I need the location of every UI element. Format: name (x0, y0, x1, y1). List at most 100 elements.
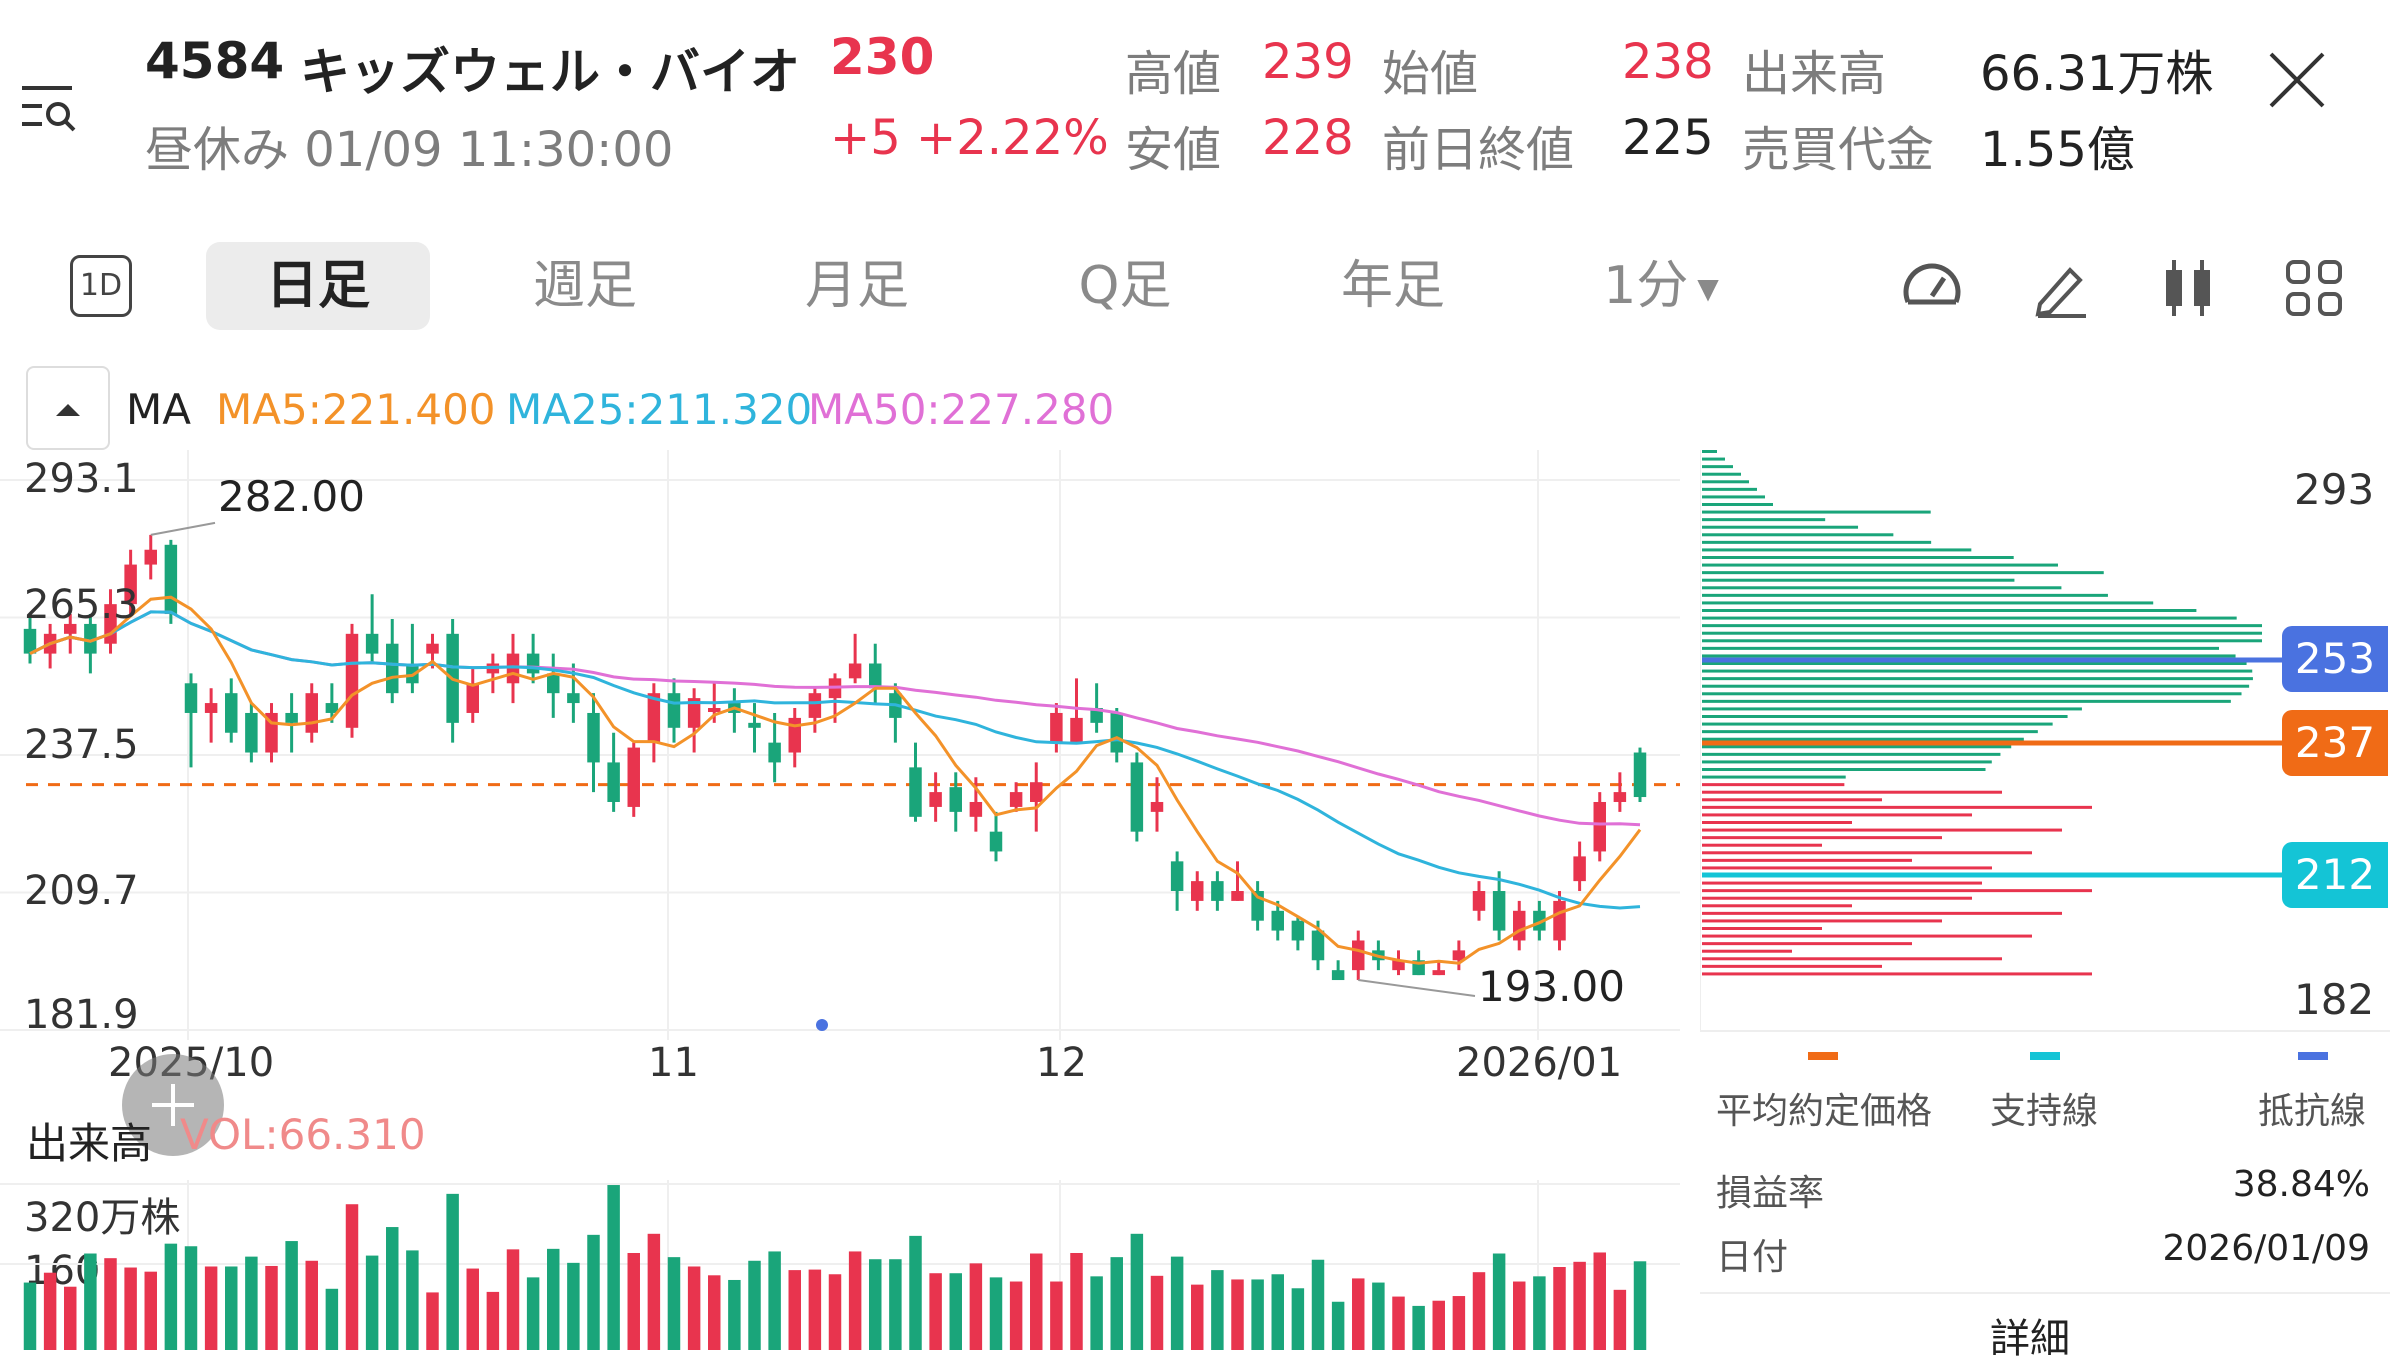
candle-body (426, 643, 439, 654)
profile-bar (1702, 760, 1992, 764)
volume-chart[interactable] (0, 1180, 1690, 1350)
profile-bar (1702, 563, 2058, 567)
volume-bar (84, 1253, 97, 1350)
candle-body (1150, 801, 1164, 812)
stat-value: 238 (1622, 34, 1714, 90)
collapse-toggle[interactable] (26, 366, 110, 450)
tab-daily[interactable]: 日足 (206, 242, 430, 330)
candle-body (607, 762, 620, 802)
candle-body (1291, 920, 1305, 941)
profile-bar (1702, 624, 2262, 628)
support-level-badge: 212 (2282, 842, 2388, 908)
profile-bar (1702, 699, 2231, 703)
profile-bar (1702, 654, 2236, 658)
volume-bar (285, 1241, 298, 1350)
volume-bar (406, 1250, 419, 1350)
price-chart[interactable] (0, 450, 1690, 1050)
volume-bar (526, 1277, 540, 1350)
profile-bar (1702, 495, 1765, 499)
volume-bar (1311, 1259, 1325, 1350)
menu-search-icon[interactable] (18, 80, 78, 140)
volume-bar (989, 1277, 1003, 1350)
volume-bar (969, 1263, 983, 1350)
volume-bar (184, 1246, 198, 1350)
gauge-icon[interactable] (1900, 256, 1964, 320)
date-label: 日付 (1716, 1237, 1789, 1278)
period-selector-1d[interactable]: 1D (70, 255, 132, 317)
candle-body (869, 663, 882, 689)
candle-body (1030, 782, 1043, 802)
volume-bar (949, 1273, 962, 1350)
event-marker (816, 1019, 828, 1031)
tab-monthly[interactable]: 月足 (804, 256, 909, 316)
stat-label: 前日終値 (1382, 122, 1575, 178)
stat-value: 225 (1622, 110, 1714, 166)
profile-bar (1702, 828, 2062, 832)
grid-icon[interactable] (2282, 256, 2346, 320)
resist-legend-swatch (2298, 1052, 2328, 1060)
y-tick: 209.7 (24, 868, 139, 914)
high-annotation: 282.00 (218, 472, 365, 521)
profile-bar (1702, 715, 2068, 718)
candle-body (1050, 712, 1063, 743)
candle-body (184, 683, 198, 713)
candle-body (647, 693, 661, 743)
stat-value: 1.55億 (1980, 122, 2135, 178)
tab-yearly[interactable]: 年足 (1340, 256, 1445, 316)
candle-body (204, 703, 218, 713)
candle-body (1009, 792, 1023, 807)
volume-bar (1613, 1289, 1627, 1350)
candle-body (1231, 891, 1244, 901)
volume-bar (1432, 1300, 1445, 1350)
volume-bar (687, 1266, 701, 1350)
candle-body (1090, 708, 1103, 723)
volume-bar (547, 1248, 560, 1350)
profile-bar (1702, 487, 1757, 491)
volume-bar (708, 1275, 721, 1350)
candle-body (1432, 970, 1445, 976)
ma-label: MA (126, 385, 191, 434)
volume-bar (1372, 1282, 1385, 1350)
avg-legend-label: 平均約定価格 (1716, 1091, 1933, 1132)
date-value: 2026/01/09 (2162, 1228, 2371, 1269)
profile-bar (1702, 639, 2262, 643)
candle-body (708, 708, 721, 713)
volume-value: VOL:66.310 (180, 1110, 426, 1159)
candle-icon[interactable] (2156, 256, 2220, 320)
volume-bar (1090, 1276, 1103, 1350)
candle-body (345, 633, 359, 728)
candle-body (164, 544, 178, 615)
close-icon[interactable] (2265, 48, 2329, 112)
profile-bar (1702, 783, 1845, 787)
detail-button[interactable]: 詳細 (1990, 1316, 2070, 1362)
volume-bar (889, 1259, 902, 1350)
pen-icon[interactable] (2030, 256, 2094, 320)
candle-body (1452, 950, 1466, 961)
volume-bar (365, 1255, 379, 1350)
profile-bar (1702, 805, 2092, 809)
candle-body (969, 801, 983, 817)
profile-bar (1702, 646, 2219, 650)
profile-bar (1702, 578, 2015, 582)
candle-body (929, 792, 942, 807)
y-tick: 265.3 (24, 582, 139, 628)
tab-weekly[interactable]: 週足 (532, 256, 637, 316)
candle-body (386, 643, 399, 694)
volume-bar (1271, 1274, 1284, 1350)
add-indicator-button[interactable] (122, 1054, 224, 1156)
profile-bar (1702, 601, 2154, 605)
profile-bar (1702, 503, 1773, 506)
candle-body (1513, 910, 1526, 941)
profile-bar (1702, 843, 1822, 847)
candle-body (365, 633, 379, 654)
candle-body (627, 747, 640, 807)
volume-bar (1452, 1296, 1466, 1350)
profile-bar (1702, 752, 2001, 756)
tab-quarterly[interactable]: Q足 (1078, 256, 1172, 316)
tab-minute[interactable]: 1分 ▼ (1556, 242, 1766, 330)
candle-body (748, 722, 761, 728)
volume-bar (486, 1291, 500, 1350)
profile-bar (1702, 480, 1749, 484)
candle-body (1191, 881, 1204, 901)
pl-value: 38.84% (2232, 1164, 2370, 1205)
